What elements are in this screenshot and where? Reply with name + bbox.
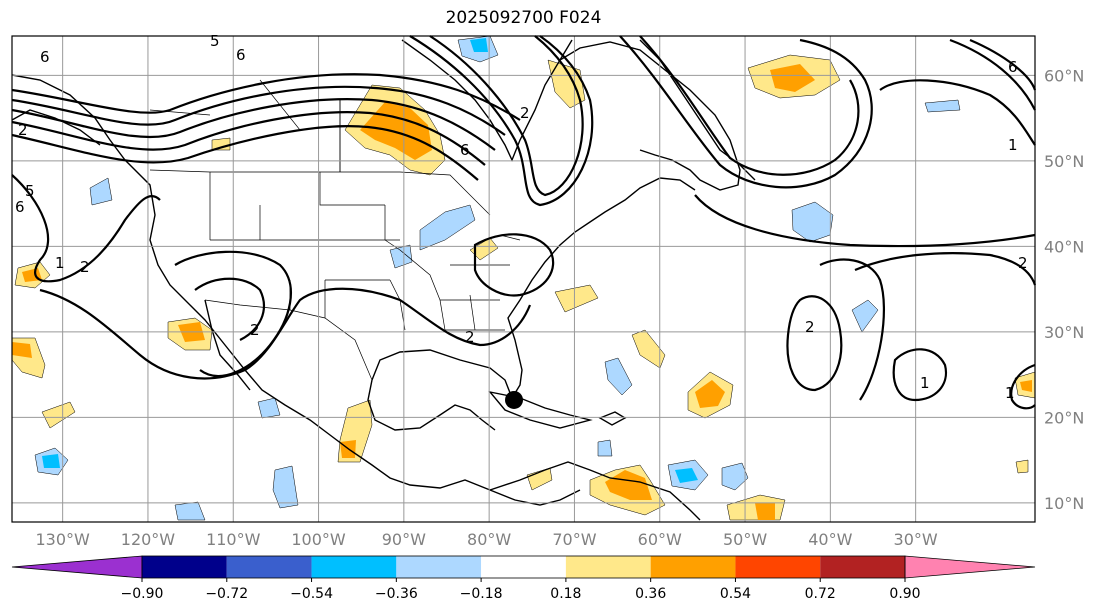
coastlines [11,39,756,521]
longitude-label: 30°W [894,530,938,549]
longitude-label: 130°W [35,530,90,549]
map-title: 2025092700 F024 [445,8,602,28]
anomaly-blob [755,503,775,520]
contour-label: 1 [1005,384,1015,402]
colorbar-label: −0.90 [121,586,164,602]
colorbar-segment [565,556,651,578]
longitude-label: 40°W [808,530,852,549]
latitude-label: 20°N [1044,408,1084,427]
latitude-label: 30°N [1044,323,1084,342]
latitude-label: 60°N [1044,66,1084,85]
colorbar-segment [226,556,312,578]
colorbar-label: −0.36 [375,586,418,602]
anomaly-blob [721,462,749,491]
latitude-label: 40°N [1044,237,1084,256]
anomaly-blob [770,64,815,92]
longitude-label: 120°W [121,530,176,549]
anomaly-blob [360,102,432,160]
longitude-labels: 130°W 120°W 110°W 100°W 90°W 80°W 70°W 60°W 50°W… [35,530,937,549]
contour-label: 2 [250,321,260,339]
anomaly-blob [41,401,76,429]
latitude-label: 10°N [1044,494,1084,513]
longitude-label: 90°W [382,530,426,549]
anomaly-blob [631,329,666,369]
contour-label: 1 [55,254,65,272]
colorbar-label: 0.90 [889,586,920,602]
contour-label: 6 [40,48,50,66]
anomaly-blob [605,470,652,500]
anomaly-blob [12,342,32,358]
longitude-label: 70°W [552,530,596,549]
anomaly-blob [1020,380,1032,392]
contour-label: 2 [520,104,530,122]
contour-label: 2 [805,318,815,336]
anomaly-blob [470,38,488,52]
contour-label: 1 [1008,136,1018,154]
longitude-label: 50°W [723,530,767,549]
colorbar-segment [311,556,397,578]
contour-label: 6 [460,141,470,159]
anomaly-blob [597,439,613,457]
anomaly-blob [257,397,281,419]
graticule [12,36,1035,522]
anomaly-blob [554,284,599,313]
contour-label: 5 [210,32,220,50]
anomaly-blob [42,454,60,468]
colorbar-label: 0.36 [635,586,666,602]
colorbar-segment [481,556,566,578]
storm-center-marker [505,390,524,409]
anomaly-blob [604,357,633,396]
contour-label: 6 [1008,58,1018,76]
longitude-label: 60°W [638,530,682,549]
contour-label: 2 [1018,254,1028,272]
colorbar-extend-low [11,555,143,579]
anomaly-blob [469,237,499,261]
colorbar-label: 0.18 [550,586,581,602]
height-contours [11,35,1037,410]
anomaly-shading [11,35,1036,521]
contour-label: 2 [80,258,90,276]
anomaly-blob [1015,459,1029,474]
latitude-label: 50°N [1044,152,1084,171]
map-panel: 6 5 6 6 2 1 6 5 2 1 2 2 2 2 1 2 6 1 [11,32,1037,523]
colorbar-label: −0.72 [205,586,248,602]
colorbar-label: −0.18 [460,586,503,602]
colorbar-label: 0.54 [720,586,751,602]
colorbar-segment [142,556,227,578]
contour-label: 2 [465,328,475,346]
longitude-label: 100°W [291,530,346,549]
political-borders [149,79,521,381]
colorbar-label: −0.54 [290,586,333,602]
anomaly-blob [272,465,299,509]
contour-label: 2 [18,121,28,139]
latitude-labels: 60°N 50°N 40°N 30°N 20°N 10°N [1044,66,1084,512]
anomaly-blob [924,99,961,113]
longitude-label: 110°W [206,530,261,549]
contour-label: 6 [236,46,246,64]
anomaly-blob [851,299,879,333]
contour-label: 5 [25,182,35,200]
contour-label: 6 [15,198,25,216]
contour-label: 1 [920,374,930,392]
colorbar-segment [735,556,821,578]
colorbar-frame [141,555,906,579]
anomaly-blob [675,468,698,483]
anomaly-blob [419,204,476,251]
anomaly-blob [695,380,725,408]
longitude-label: 80°W [467,530,511,549]
colorbar-segment [396,556,482,578]
contour-labels: 6 5 6 6 2 1 6 5 2 1 2 2 2 2 1 2 6 1 [15,32,1028,402]
colorbar-extend-high [904,555,1036,579]
colorbar-segment [650,556,736,578]
anomaly-blob [89,177,113,206]
colorbar-label: 0.72 [805,586,836,602]
colorbar: −0.90 −0.72 −0.54 −0.36 −0.18 0.18 0.36 0.54 0.7… [11,555,1036,602]
colorbar-segment [820,556,905,578]
